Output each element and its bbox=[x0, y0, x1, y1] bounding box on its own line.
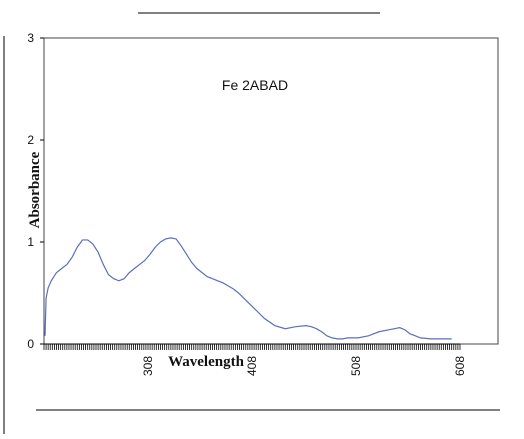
chart-annotation: Fe 2ABAD bbox=[222, 77, 288, 93]
series-line-0 bbox=[44, 237, 452, 340]
x-tick-label: 608 bbox=[453, 356, 467, 376]
x-tick-label: 408 bbox=[245, 356, 259, 376]
y-tick-label: 0 bbox=[27, 337, 34, 351]
y-tick-label: 1 bbox=[27, 235, 34, 249]
y-tick-label: 3 bbox=[27, 31, 34, 45]
y-axis-label: Absorbance bbox=[27, 151, 43, 228]
y-tick-label: 2 bbox=[27, 133, 34, 147]
x-tick-label: 308 bbox=[141, 356, 155, 376]
x-tick-label: 508 bbox=[349, 356, 363, 376]
x-axis-label: Wavelength bbox=[168, 354, 244, 370]
